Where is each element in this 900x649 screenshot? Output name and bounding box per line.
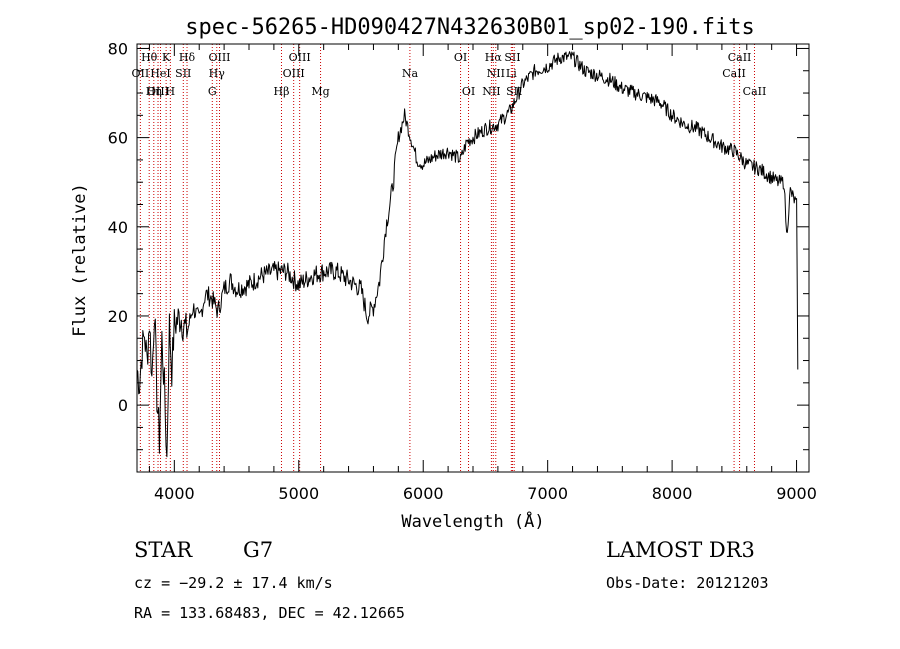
- line-label-14: Hβ: [274, 85, 290, 98]
- line-label-17: OI: [454, 51, 467, 64]
- line-label-26: CaII: [722, 67, 746, 80]
- line-label-0: Hθ: [141, 51, 158, 64]
- obs-date-text: Obs-Date: 20121203: [606, 574, 769, 592]
- line-label-6: SII: [175, 67, 191, 80]
- x-tick-label-5: 9000: [776, 484, 817, 503]
- x-axis-label: Wavelength (Å): [401, 510, 544, 532]
- y-tick-label-2: 40: [108, 218, 128, 237]
- line-label-20: NII: [487, 67, 505, 80]
- line-label-21: NII: [482, 85, 500, 98]
- object-class: STAR: [134, 538, 193, 562]
- spectral-line-markers: Hθ OII OIII K HeI Hη SII H Hδ OIII Hγ G OIII OIII Hβ Mg…: [132, 44, 767, 472]
- line-label-3: K: [162, 51, 171, 64]
- line-label-13: OIII: [283, 67, 305, 80]
- line-label-4: HeI: [150, 67, 170, 80]
- coordinates-text: RA = 133.68483, DEC = 42.12665: [134, 604, 405, 622]
- line-label-15: Mg: [311, 85, 329, 98]
- line-label-19: Hα: [485, 51, 503, 64]
- line-label-9: OIII: [208, 51, 230, 64]
- spectrum-chart: spec-56265-HD090427N432630B01_sp02-190.f…: [70, 15, 817, 532]
- line-label-23: Li: [506, 67, 517, 80]
- line-label-22: SII: [504, 51, 520, 64]
- x-tick-label-4: 8000: [652, 484, 693, 503]
- y-tick-label-0: 0: [118, 396, 128, 415]
- line-label-25: CaII: [728, 51, 752, 64]
- object-subclass: G7: [243, 538, 274, 562]
- line-label-2: OIII: [147, 85, 169, 98]
- line-label-5: Hη: [146, 85, 162, 98]
- line-label-11: G: [208, 85, 217, 98]
- x-tick-label-1: 5000: [278, 484, 319, 503]
- y-axis-ticks: 0 20 40 60 80: [108, 39, 809, 451]
- x-tick-label-2: 6000: [403, 484, 444, 503]
- line-label-8: Hδ: [179, 51, 196, 64]
- survey-name: LAMOST DR3: [606, 538, 755, 562]
- line-label-1: OII: [132, 67, 150, 80]
- plot-frame: [136, 43, 810, 473]
- line-label-16: Na: [402, 67, 419, 80]
- y-axis-label: Flux (relative): [70, 183, 90, 337]
- redshift-text: cz = −29.2 ± 17.4 km/s: [134, 574, 333, 592]
- y-tick-label-3: 60: [108, 129, 128, 148]
- line-label-7: H: [166, 85, 176, 98]
- chart-title: spec-56265-HD090427N432630B01_sp02-190.f…: [185, 15, 755, 40]
- x-axis-ticks: 4000 5000 6000 7000 8000 9000: [148, 44, 817, 503]
- plot-area: [136, 51, 799, 458]
- y-tick-label-4: 80: [108, 39, 128, 58]
- line-label-27: CaII: [743, 85, 767, 98]
- flux-series-line: [136, 51, 799, 458]
- y-tick-label-1: 20: [108, 307, 128, 326]
- x-tick-label-0: 4000: [154, 484, 195, 503]
- line-label-12: OIII: [289, 51, 311, 64]
- line-label-10: Hγ: [209, 67, 226, 80]
- line-label-18: OI: [462, 85, 475, 98]
- x-tick-label-3: 7000: [527, 484, 568, 503]
